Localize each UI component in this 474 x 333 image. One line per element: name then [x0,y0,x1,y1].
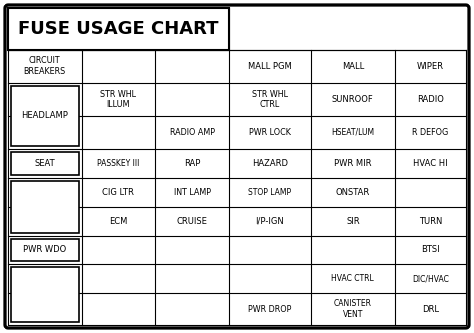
Text: CIG LTR: CIG LTR [102,188,134,197]
Text: DIC/HVAC: DIC/HVAC [412,274,449,283]
Text: TURN: TURN [419,216,442,225]
Text: FUSE USAGE CHART: FUSE USAGE CHART [18,20,219,38]
Text: PWR DROP: PWR DROP [248,305,292,314]
Text: CANISTER
VENT: CANISTER VENT [334,299,372,319]
Bar [8,8,229,50]
Text: SEAT: SEAT [35,159,55,168]
FancyBboxPatch shape [5,5,469,328]
Bar [11,267,79,322]
Text: RADIO: RADIO [417,95,444,104]
Text: RADIO AMP: RADIO AMP [170,128,215,137]
Bar [11,86,79,146]
Text: HAZARD: HAZARD [252,159,288,168]
Text: CRUISE: CRUISE [177,216,208,225]
Text: I/P-IGN: I/P-IGN [255,216,284,225]
Text: MALL: MALL [342,62,364,71]
Text: PWR MIR: PWR MIR [334,159,372,168]
Text: MALL PGM: MALL PGM [248,62,292,71]
Text: STR WHL
ILLUM: STR WHL ILLUM [100,90,137,109]
Text: ONSTAR: ONSTAR [336,188,370,197]
Bar [11,181,79,232]
Text: STOP LAMP: STOP LAMP [248,188,292,197]
Text: BTSI: BTSI [421,245,440,254]
Text: STR WHL
CTRL: STR WHL CTRL [252,90,288,109]
Bar [11,152,79,175]
Text: INT LAMP: INT LAMP [173,188,210,197]
Text: WIPER: WIPER [417,62,444,71]
Text: RAP: RAP [184,159,200,168]
Text: DRL: DRL [422,305,439,314]
Text: SUNROOF: SUNROOF [332,95,374,104]
Text: HVAC HI: HVAC HI [413,159,448,168]
Text: HSEAT/LUM: HSEAT/LUM [331,128,374,137]
Text: CIRCUIT
BREAKERS: CIRCUIT BREAKERS [24,56,66,76]
Text: ECM: ECM [109,216,128,225]
Text: PWR LOCK: PWR LOCK [249,128,291,137]
Text: PASSKEY III: PASSKEY III [97,159,140,168]
Text: R DEFOG: R DEFOG [412,128,449,137]
Text: PWR WDO: PWR WDO [23,245,66,254]
Bar [11,238,79,261]
Text: SIR: SIR [346,216,360,225]
Text: HVAC CTRL: HVAC CTRL [331,274,374,283]
Text: HEADLAMP: HEADLAMP [21,111,68,120]
